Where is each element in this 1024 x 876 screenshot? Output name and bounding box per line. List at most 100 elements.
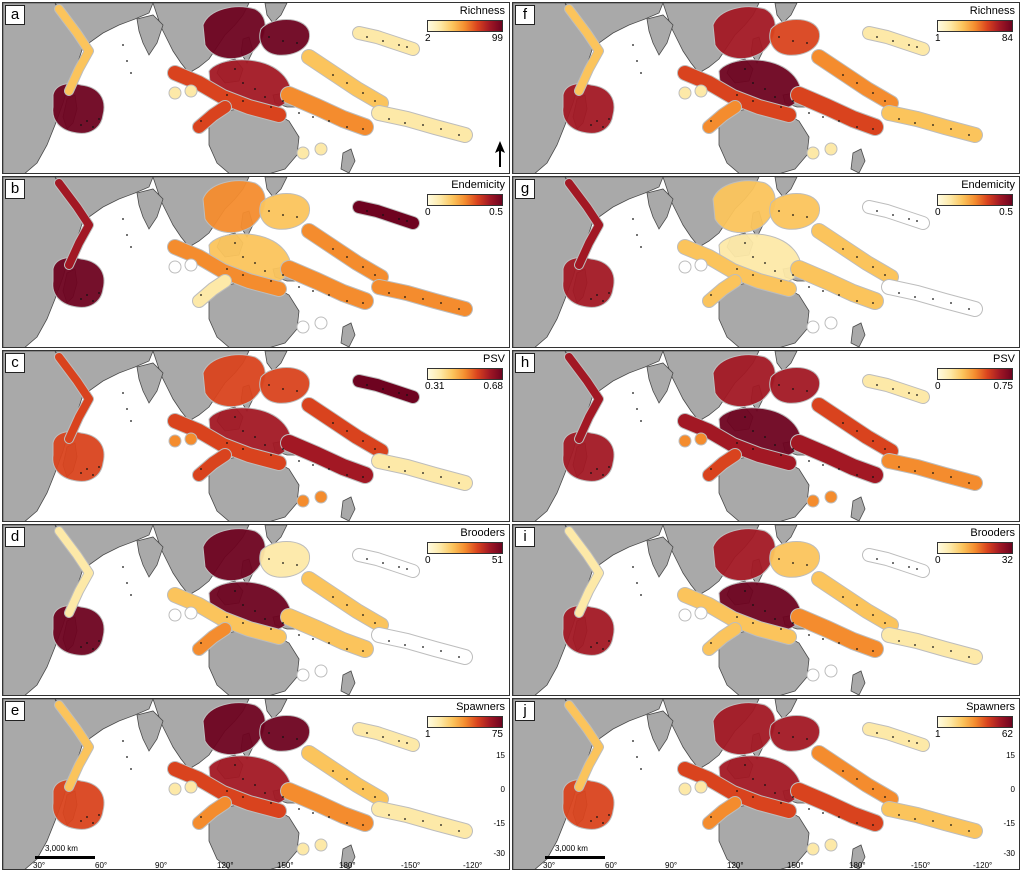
reef-island-dot <box>908 566 910 568</box>
reef-island-dot <box>640 420 642 422</box>
reef-island-dot <box>908 218 910 220</box>
reef-island-dot <box>640 246 642 248</box>
reef-island-dot <box>596 642 598 644</box>
region-western-australia <box>193 449 231 481</box>
map-d <box>3 525 509 695</box>
legend-color-ramp <box>427 20 503 32</box>
region-northwest-pacific <box>769 715 821 752</box>
reef-island-dot <box>778 384 780 386</box>
legend-max-value: 99 <box>491 33 503 44</box>
region-southern-outliers-circle <box>314 490 328 504</box>
scale-bar-line <box>35 856 95 859</box>
reef-island-dot <box>242 274 244 276</box>
reef-island-dot <box>332 248 334 250</box>
reef-island-dot <box>122 392 124 394</box>
region-central-pacific <box>812 398 898 458</box>
region-sunda-andaman <box>678 762 796 818</box>
region-southern-outliers-circle <box>314 142 328 156</box>
reef-island-dot <box>608 292 610 294</box>
reef-island-dot <box>752 622 754 624</box>
reef-island-dot <box>242 100 244 102</box>
reef-island-dot <box>282 100 284 102</box>
longitude-tick-label: 30° <box>33 861 46 870</box>
reef-island-dot <box>898 118 900 120</box>
reef-island-dot <box>792 562 794 564</box>
latitude-tick-label: 15 <box>1006 751 1015 760</box>
north-arrow-icon <box>495 141 505 167</box>
new-zealand-landmass <box>340 322 356 347</box>
legend: Richness 1 84 <box>933 5 1015 45</box>
legend-min-value: 1 <box>425 729 431 740</box>
reef-island-dot <box>872 92 874 94</box>
reef-island-dot <box>590 472 592 474</box>
reef-island-dot <box>282 622 284 624</box>
region-polynesia <box>372 628 472 664</box>
reef-island-dot <box>92 300 94 302</box>
legend-color-ramp <box>427 542 503 554</box>
reef-island-dot <box>406 742 408 744</box>
reef-island-dot <box>856 82 858 84</box>
reef-island-dot <box>780 106 782 108</box>
reef-island-dot <box>898 640 900 642</box>
reef-island-dot <box>792 796 794 798</box>
region-southern-outliers-circle <box>824 490 838 504</box>
region-western-australia <box>703 275 741 307</box>
reef-island-dot <box>822 638 824 640</box>
reef-island-dot <box>806 564 808 566</box>
reef-island-dot <box>298 808 300 810</box>
reef-island-dot <box>632 44 634 46</box>
reef-island-dot <box>968 830 970 832</box>
reef-island-dot <box>808 460 810 462</box>
reef-island-dot <box>80 472 82 474</box>
reef-island-dot <box>752 274 754 276</box>
reef-island-dot <box>636 234 638 236</box>
reef-island-dot <box>366 558 368 560</box>
region-east-africa-coast <box>565 353 603 443</box>
region-southern-outliers-circle <box>296 842 310 856</box>
region-hawaii <box>353 27 419 55</box>
reef-island-dot <box>914 296 916 298</box>
panel-letter: b <box>5 179 25 199</box>
reef-island-dot <box>362 476 364 478</box>
reef-island-dot <box>362 302 364 304</box>
reef-island-dot <box>744 416 746 418</box>
legend-title: PSV <box>482 353 505 365</box>
region-southern-outliers-circle <box>678 782 692 796</box>
legend-color-ramp <box>427 368 503 380</box>
india-peninsula <box>646 710 674 752</box>
japan-landmass <box>264 699 288 720</box>
reef-island-dot <box>856 126 858 128</box>
reef-island-dot <box>98 292 100 294</box>
region-western-australia <box>703 797 741 829</box>
reef-island-dot <box>440 650 442 652</box>
region-sunda-andaman <box>168 240 286 296</box>
region-hawaii <box>353 375 419 403</box>
reef-island-dot <box>752 82 754 84</box>
reef-island-dot <box>264 444 266 446</box>
reef-island-dot <box>374 274 376 276</box>
legend-min-value: 0 <box>935 555 941 566</box>
scale-bar: 3,000 km <box>35 844 105 865</box>
map-panel-i: i Brooders 0 32 <box>512 524 1020 696</box>
reef-island-dot <box>388 466 390 468</box>
legend-min-value: 0 <box>425 555 431 566</box>
reef-island-dot <box>440 128 442 130</box>
reef-island-dot <box>892 40 894 42</box>
reef-island-dot <box>884 448 886 450</box>
panel-letter: e <box>5 701 25 721</box>
legend-color-ramp <box>427 194 503 206</box>
region-east-africa-coast <box>55 179 93 269</box>
region-central-pacific <box>302 50 388 110</box>
reef-island-dot <box>778 36 780 38</box>
reef-island-dot <box>590 646 592 648</box>
reef-island-dot <box>838 816 840 818</box>
reef-island-dot <box>388 640 390 642</box>
reef-island-dot <box>774 444 776 446</box>
reef-island-dot <box>792 388 794 390</box>
legend: Spawners 1 62 <box>933 701 1015 741</box>
reef-island-dot <box>398 740 400 742</box>
region-central-pacific <box>302 572 388 632</box>
reef-island-dot <box>744 764 746 766</box>
reef-island-dot <box>362 266 364 268</box>
region-sunda-andaman <box>678 414 796 470</box>
